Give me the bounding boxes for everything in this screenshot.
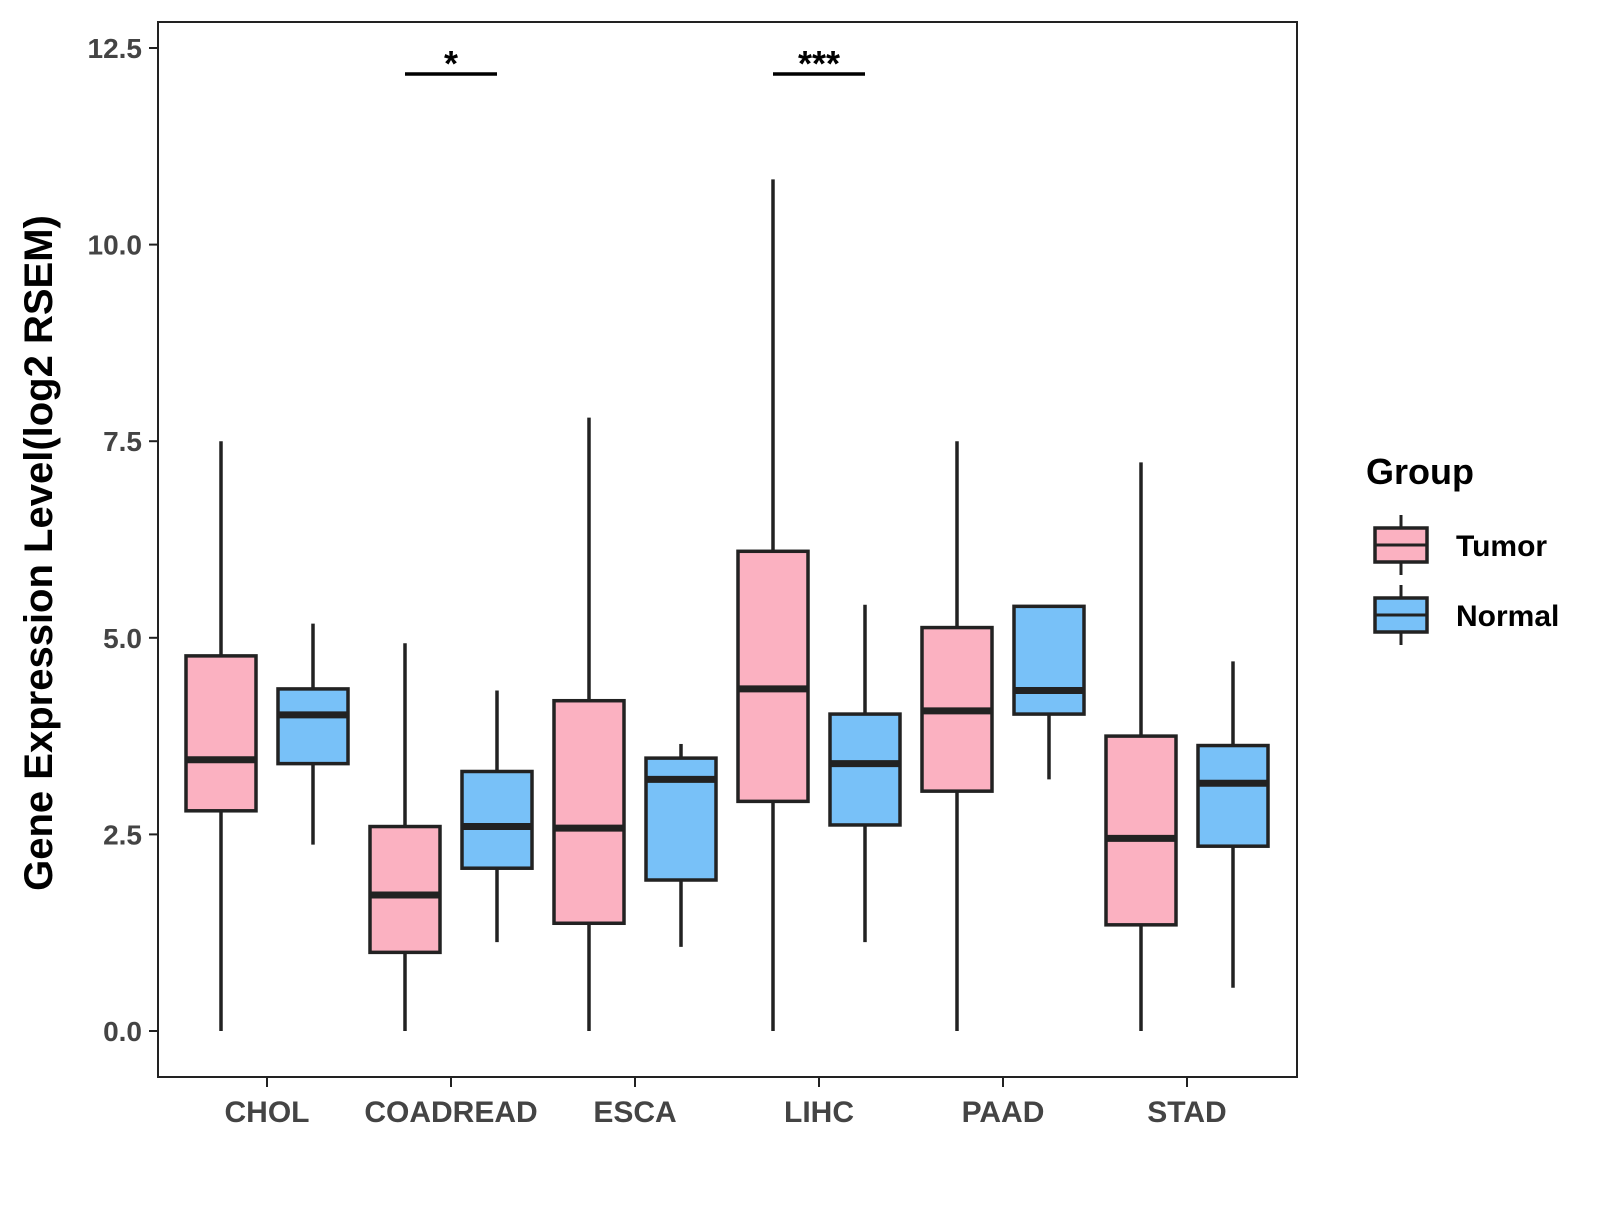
box-iqr (460, 769, 534, 870)
box-iqr (184, 654, 258, 813)
box-normal-coadread (460, 690, 534, 943)
legend-item-tumor: Tumor (1373, 515, 1547, 575)
x-tick-label: STAD (1147, 1096, 1226, 1129)
legend-item-normal: Normal (1373, 585, 1559, 645)
y-tick-label: 10.0 (88, 230, 143, 261)
box-normal-esca (644, 743, 718, 947)
y-tick-label: 5.0 (103, 623, 142, 654)
significance-label: * (444, 43, 458, 84)
box-iqr (276, 687, 350, 766)
legend-title: Group (1366, 451, 1474, 492)
significance-label: *** (798, 43, 840, 84)
y-tick-label: 0.0 (103, 1016, 142, 1047)
y-axis: 0.0 2.5 5.0 7.5 10.0 12.5 (88, 33, 158, 1047)
box-normal-chol (276, 623, 350, 845)
x-tick-label: ESCA (593, 1096, 676, 1129)
box-tumor-coadread (368, 643, 442, 1031)
box-normal-stad (1196, 661, 1270, 988)
y-tick-label: 7.5 (103, 426, 142, 457)
significance-annotations: * *** (405, 43, 865, 84)
box-series (184, 179, 1270, 1031)
y-tick-label: 12.5 (88, 33, 143, 64)
box-normal-lihc (828, 604, 902, 943)
legend-label: Tumor (1456, 530, 1547, 563)
x-axis: CHOL COADREAD ESCA LIHC PAAD STAD (225, 1077, 1227, 1129)
x-tick-label: COADREAD (364, 1096, 537, 1129)
box-normal-paad (1012, 604, 1086, 780)
y-axis-title: Gene Expression Level(log2 RSEM) (17, 215, 61, 891)
box-iqr (736, 549, 810, 804)
box-tumor-lihc (736, 179, 810, 1031)
y-tick-label: 2.5 (103, 819, 142, 850)
box-tumor-paad (920, 441, 994, 1031)
box-iqr (1104, 734, 1178, 927)
box-iqr (1012, 604, 1086, 716)
box-iqr (552, 698, 626, 926)
x-tick-label: CHOL (225, 1096, 310, 1129)
x-tick-label: PAAD (962, 1096, 1045, 1129)
box-tumor-chol (184, 441, 258, 1031)
legend-label: Normal (1456, 600, 1559, 633)
box-iqr (1196, 743, 1270, 848)
legend: Group Tumor Normal (1366, 451, 1559, 645)
box-tumor-stad (1104, 462, 1178, 1031)
box-iqr (368, 824, 442, 955)
box-tumor-esca (552, 417, 626, 1031)
x-tick-label: LIHC (784, 1096, 854, 1129)
box-iqr (828, 712, 902, 827)
